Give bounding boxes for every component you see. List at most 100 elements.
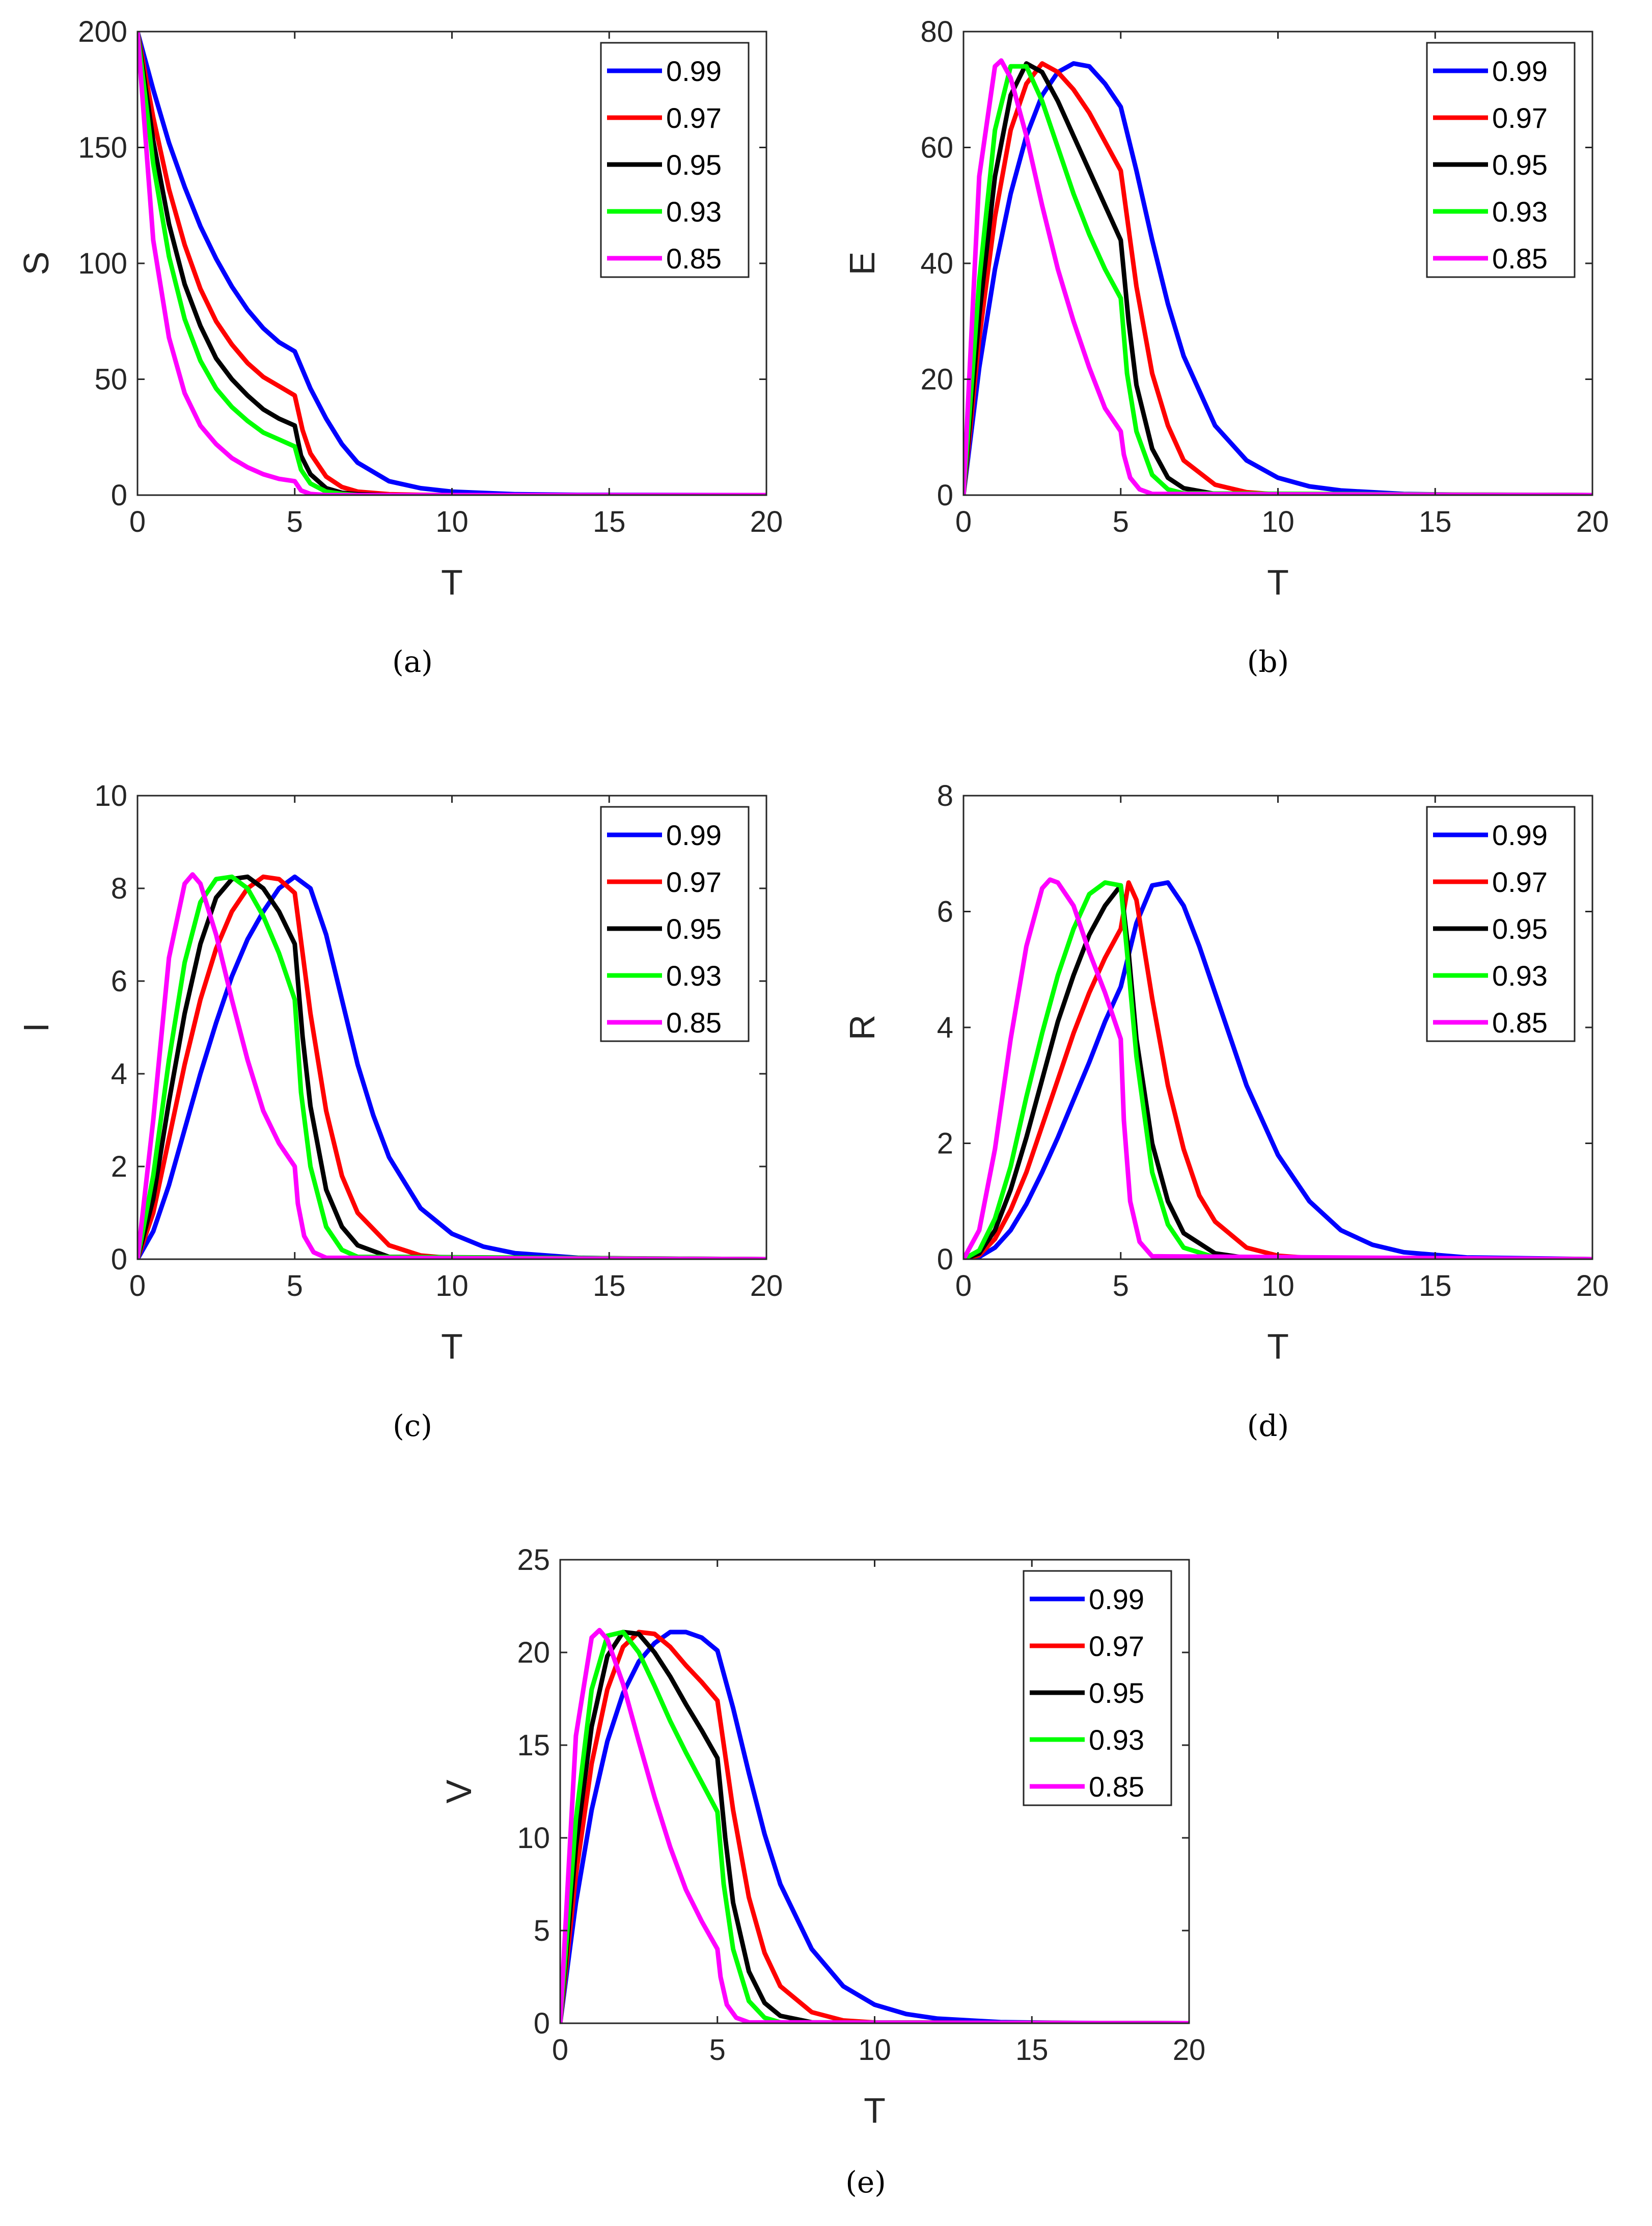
legend-label: 0.93 bbox=[1089, 1724, 1144, 1756]
series-line-0.97 bbox=[560, 1630, 1189, 2023]
x-tick-label: 0 bbox=[129, 1269, 146, 1302]
x-axis-label: T bbox=[441, 1326, 463, 1366]
x-axis-label: T bbox=[864, 2091, 886, 2130]
x-tick-label: 0 bbox=[955, 505, 972, 538]
x-tick-label: 15 bbox=[1015, 2033, 1049, 2067]
legend-label: 0.99 bbox=[1492, 55, 1548, 87]
x-tick-label: 10 bbox=[858, 2033, 891, 2067]
y-tick-label: 8 bbox=[937, 779, 953, 812]
legend-label: 0.97 bbox=[1492, 102, 1548, 134]
legend-label: 0.85 bbox=[666, 1007, 722, 1039]
y-tick-label: 50 bbox=[94, 363, 127, 396]
y-tick-label: 80 bbox=[920, 15, 953, 48]
legend-label: 0.95 bbox=[666, 913, 722, 945]
legend-label: 0.85 bbox=[1492, 242, 1548, 275]
legend bbox=[1426, 806, 1576, 1042]
series-line-0.85 bbox=[137, 32, 766, 495]
panel-a: 0 5 10 15 20050100150200TS0.990.970.950.930.… bbox=[16, 15, 783, 602]
series-line-0.99 bbox=[137, 874, 766, 1259]
x-tick-label: 5 bbox=[287, 505, 303, 538]
y-axis-label: R bbox=[842, 1015, 882, 1041]
panel-c: 0 5 10 15 20 0 2 4 6 8 10 T I 0.99 0.97 0.95 0.93 0.85 bbox=[16, 779, 783, 1366]
series-line-0.97 bbox=[963, 61, 1592, 495]
x-tick-label: 0 bbox=[129, 505, 146, 538]
series-line-0.85 bbox=[137, 872, 766, 1259]
legend bbox=[1426, 42, 1576, 278]
x-tick-label: 20 bbox=[750, 1269, 783, 1302]
legend-label: 0.97 bbox=[666, 866, 722, 898]
x-tick-label: 20 bbox=[750, 505, 783, 538]
x-tick-label: 5 bbox=[287, 1269, 303, 1302]
y-tick-label: 20 bbox=[920, 363, 953, 396]
legend-label: 0.85 bbox=[1089, 1771, 1144, 1803]
x-tick-label: 15 bbox=[1419, 1269, 1452, 1302]
x-tick-label: 20 bbox=[1173, 2033, 1206, 2067]
legend-label: 0.97 bbox=[1089, 1630, 1144, 1662]
caption-a: (a) bbox=[392, 644, 433, 679]
x-axis-label: T bbox=[441, 562, 463, 602]
y-tick-label: 2 bbox=[937, 1127, 953, 1160]
caption-b: (b) bbox=[1247, 644, 1289, 679]
series-line-0.95 bbox=[560, 1630, 1189, 2023]
y-tick-label: 20 bbox=[517, 1636, 550, 1669]
legend-label: 0.95 bbox=[1089, 1677, 1144, 1709]
x-axis-label: T bbox=[1267, 1326, 1289, 1366]
x-axis-label: T bbox=[1267, 562, 1289, 602]
y-tick-label: 2 bbox=[111, 1150, 127, 1183]
series-line-0.99 bbox=[963, 880, 1592, 1259]
series-line-0.95 bbox=[137, 874, 766, 1259]
y-tick-label: 10 bbox=[517, 1822, 550, 1855]
y-tick-label: 8 bbox=[111, 872, 127, 905]
legend-label: 0.99 bbox=[1089, 1583, 1144, 1615]
x-tick-label: 15 bbox=[593, 505, 626, 538]
series-line-0.93 bbox=[137, 32, 766, 495]
legend-label: 0.99 bbox=[666, 819, 722, 851]
y-tick-label: 15 bbox=[517, 1729, 550, 1762]
y-tick-label: 5 bbox=[534, 1914, 550, 1947]
y-tick-label: 6 bbox=[111, 965, 127, 998]
y-tick-label: 100 bbox=[78, 247, 127, 280]
x-tick-label: 0 bbox=[955, 1269, 972, 1302]
legend-label: 0.99 bbox=[1492, 819, 1548, 851]
legend-label: 0.97 bbox=[1492, 866, 1548, 898]
legend-label: 0.97 bbox=[666, 102, 722, 134]
legend-label: 0.93 bbox=[666, 960, 722, 992]
legend bbox=[1023, 1570, 1172, 1806]
legend-label: 0.99 bbox=[666, 55, 722, 87]
y-tick-label: 200 bbox=[78, 15, 127, 48]
legend-label: 0.93 bbox=[1492, 960, 1548, 992]
series-line-0.85 bbox=[963, 58, 1592, 495]
series-line-0.95 bbox=[963, 883, 1592, 1259]
y-axis-label: V bbox=[439, 1779, 479, 1803]
y-tick-label: 0 bbox=[111, 479, 127, 512]
legend-label: 0.95 bbox=[1492, 149, 1548, 181]
caption-c: (c) bbox=[393, 1408, 432, 1443]
legend-label: 0.95 bbox=[666, 149, 722, 181]
y-tick-label: 10 bbox=[94, 779, 127, 812]
series-line-0.93 bbox=[137, 874, 766, 1259]
series-line-0.93 bbox=[560, 1630, 1189, 2023]
caption-d: (d) bbox=[1247, 1408, 1289, 1443]
y-axis-label: S bbox=[16, 252, 56, 276]
series-line-0.85 bbox=[560, 1627, 1189, 2023]
legend bbox=[600, 806, 750, 1042]
x-tick-label: 15 bbox=[1419, 505, 1452, 538]
series-line-0.95 bbox=[963, 61, 1592, 495]
y-tick-label: 0 bbox=[937, 1243, 953, 1276]
x-tick-label: 10 bbox=[1261, 1269, 1295, 1302]
series-line-0.99 bbox=[560, 1630, 1189, 2023]
panel-e: 0 5 10 15 20 0 5 10 15 20 25 T V 0.99 0.97 0.95 0.93 0.85 bbox=[439, 1543, 1206, 2130]
x-tick-label: 0 bbox=[552, 2033, 568, 2067]
caption-e: (e) bbox=[845, 2165, 886, 2200]
legend bbox=[600, 42, 750, 278]
legend-label: 0.93 bbox=[1492, 196, 1548, 228]
series-line-0.97 bbox=[137, 874, 766, 1259]
legend-label: 0.93 bbox=[666, 196, 722, 228]
x-tick-label: 5 bbox=[1113, 505, 1129, 538]
y-tick-label: 0 bbox=[111, 1243, 127, 1276]
panel-d: 0 5 10 15 20 0 2 4 6 8 T R 0.99 0.97 0.95 0.93 0.85 bbox=[842, 779, 1609, 1366]
y-tick-label: 6 bbox=[937, 895, 953, 929]
y-tick-label: 0 bbox=[937, 479, 953, 512]
y-axis-label: E bbox=[842, 252, 882, 276]
